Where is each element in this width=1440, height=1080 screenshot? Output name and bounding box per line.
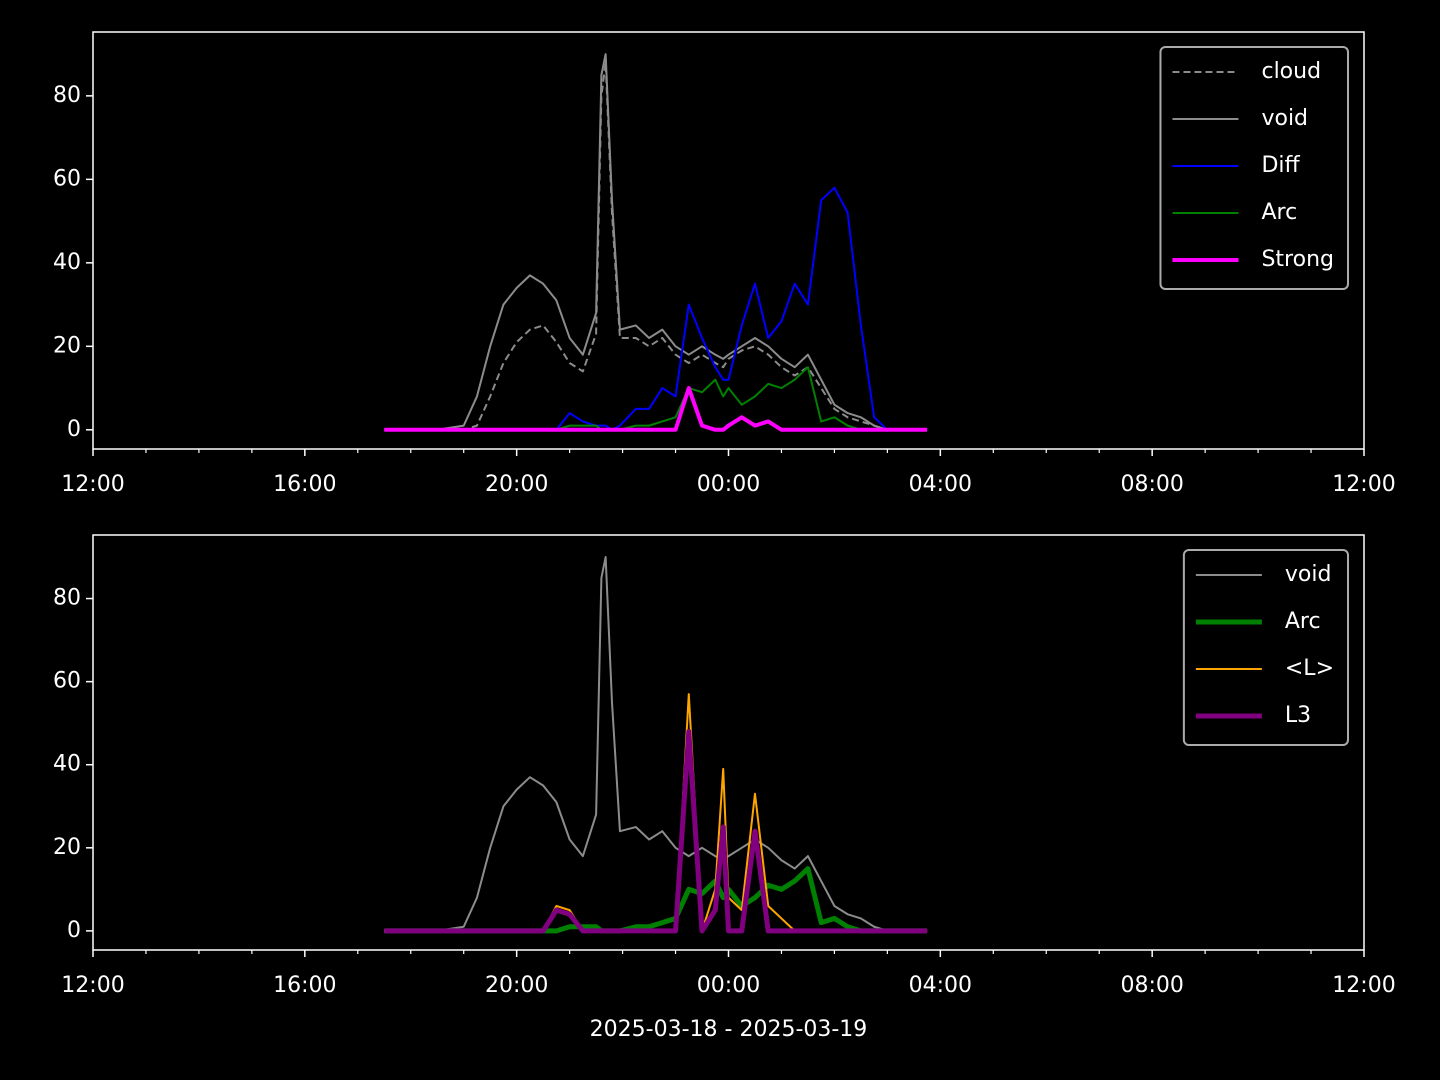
y-tick-label: 60 [53,166,81,191]
legend-label: Arc [1285,609,1321,634]
legend-box [1182,549,1349,746]
y-tick-label: 40 [53,752,81,777]
series-line [384,386,928,432]
legend-label: Strong [1261,247,1334,272]
series-line [384,693,928,932]
legend-label: Arc [1261,200,1297,225]
legend: void Arc <L> L3 [1182,549,1349,746]
y-tick-label: 40 [53,250,81,275]
legend-label: L3 [1285,703,1311,728]
y-tick-label: 80 [53,586,81,611]
x-tick-label: 16:00 [273,973,336,998]
y-tick-label: 60 [53,669,81,694]
x-tick-label: 20:00 [485,472,548,497]
legend-box [1159,46,1349,290]
x-tick-label: 08:00 [1120,973,1183,998]
legend: cloud void Diff Arc Strong [1159,46,1349,290]
legend-label: cloud [1261,59,1321,84]
axes-frame [92,31,1365,450]
legend-label: void [1285,562,1332,587]
x-tick-label: 20:00 [485,973,548,998]
x-tick-label: 04:00 [909,472,972,497]
axes-frame [92,534,1365,951]
series-line [384,61,928,431]
x-tick-label: 12:00 [1332,472,1395,497]
legend-label: <L> [1285,656,1334,681]
x-axis-label: 2025-03-18 - 2025-03-19 [590,1017,868,1042]
y-tick-label: 20 [53,333,81,358]
x-tick-label: 12:00 [61,472,124,497]
x-tick-label: 04:00 [909,973,972,998]
series-line [384,556,928,932]
x-tick-label: 00:00 [697,472,760,497]
y-tick-label: 80 [53,83,81,108]
y-tick-label: 0 [67,417,81,442]
x-tick-label: 12:00 [61,973,124,998]
series-line [384,728,928,934]
series-line [384,53,928,431]
x-tick-label: 16:00 [273,472,336,497]
x-tick-label: 12:00 [1332,973,1395,998]
y-tick-label: 20 [53,835,81,860]
legend-label: void [1261,106,1308,131]
series-line [384,186,928,431]
legend-label: Diff [1261,153,1300,178]
y-tick-label: 0 [67,918,81,943]
x-tick-label: 08:00 [1120,472,1183,497]
x-tick-label: 00:00 [697,973,760,998]
